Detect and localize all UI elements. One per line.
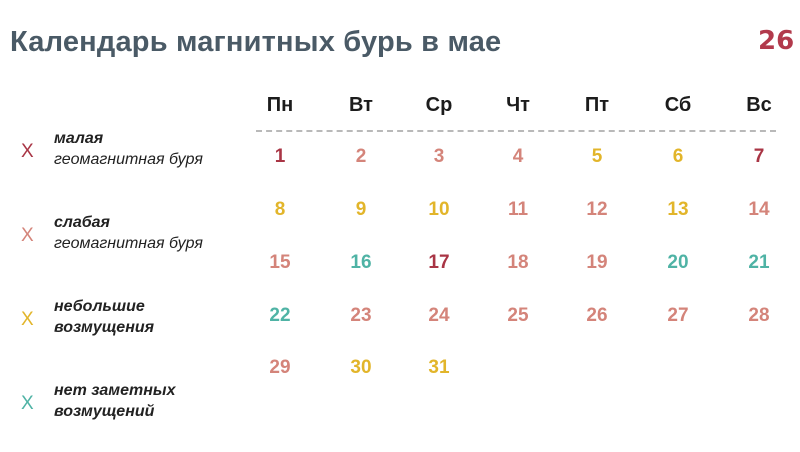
day-cell: 13 (667, 199, 689, 220)
day-cell: 6 (672, 146, 684, 167)
legend-label-line2: геомагнитная буря (54, 151, 203, 168)
weekday-label: Пт (584, 94, 610, 116)
day-cell: 26 (586, 305, 608, 326)
day-cell: 30 (350, 357, 372, 378)
legend-label-none: нет заметных возмущений (54, 380, 254, 422)
legend-label-minor: малая геомагнитная буря (54, 128, 254, 170)
day-cell: 29 (269, 357, 291, 378)
day-cell: 8 (274, 199, 286, 220)
legend-label-small: небольшие возмущения (54, 296, 254, 338)
day-cell: 17 (428, 252, 450, 273)
day-cell: 12 (586, 199, 608, 220)
day-cell: 11 (507, 199, 529, 220)
day-cell: 14 (748, 199, 770, 220)
logo-text: 26 (758, 26, 794, 56)
legend-label-line1: небольшие (54, 298, 145, 315)
day-cell: 23 (350, 305, 372, 326)
day-cell: 15 (269, 252, 291, 273)
weekday-label: Пн (266, 94, 294, 116)
legend-label-line2: возмущения (54, 319, 155, 336)
day-cell: 22 (269, 305, 291, 326)
legend-mark-weak: X (21, 225, 34, 246)
weekday-label: Вс (746, 94, 772, 116)
day-cell: 16 (350, 252, 372, 273)
legend-mark-minor: X (21, 141, 34, 162)
weekday-label: Ср (425, 94, 453, 116)
day-cell: 24 (428, 305, 450, 326)
day-cell: 28 (748, 305, 770, 326)
day-cell: 7 (753, 146, 765, 167)
legend-mark-small: X (21, 309, 34, 330)
site-logo: 26 (758, 26, 794, 56)
weekday-label: Чт (506, 94, 530, 116)
day-cell: 27 (667, 305, 689, 326)
day-cell: 25 (507, 305, 529, 326)
legend-label-line2: возмущений (54, 403, 155, 420)
weekday-label: Вт (349, 94, 373, 116)
day-cell: 10 (428, 199, 450, 220)
day-cell: 31 (428, 357, 450, 378)
legend-label-weak: слабая геомагнитная буря (54, 212, 254, 254)
day-cell: 4 (512, 146, 524, 167)
day-cell: 9 (355, 199, 367, 220)
legend-mark-none: X (21, 393, 34, 414)
day-cell: 5 (591, 146, 603, 167)
weekday-label: Сб (664, 94, 692, 116)
legend-label-line1: слабая (54, 214, 110, 231)
day-cell: 20 (667, 252, 689, 273)
day-cell: 21 (748, 252, 770, 273)
page-title: Календарь магнитных бурь в мае (10, 26, 502, 58)
legend-label-line2: геомагнитная буря (54, 235, 203, 252)
day-cell: 1 (274, 146, 286, 167)
day-cell: 19 (586, 252, 608, 273)
header-divider (256, 130, 776, 132)
day-cell: 2 (355, 146, 367, 167)
day-cell: 18 (507, 252, 529, 273)
legend-label-line1: нет заметных (54, 382, 176, 399)
day-cell: 3 (433, 146, 445, 167)
legend-label-line1: малая (54, 130, 104, 147)
